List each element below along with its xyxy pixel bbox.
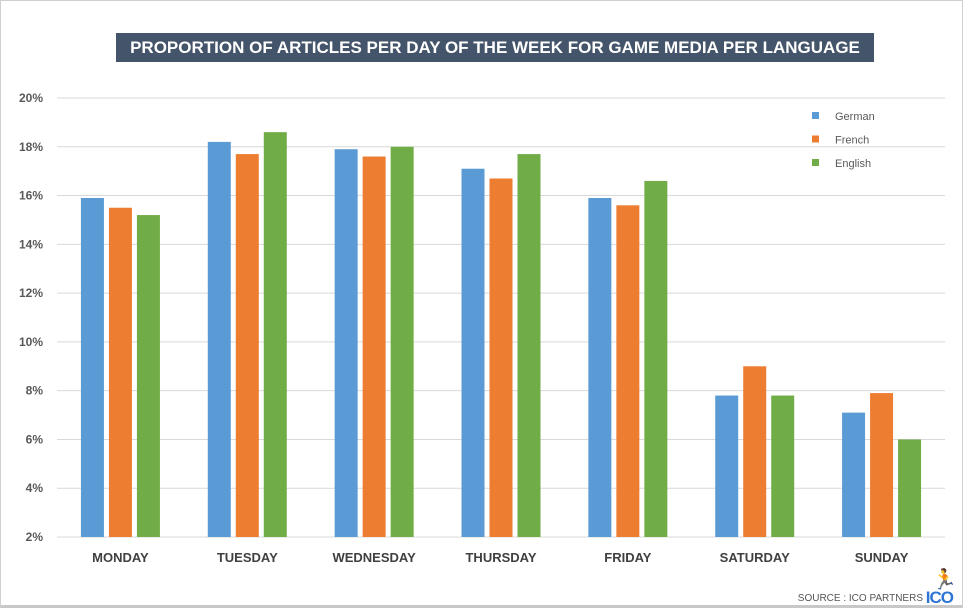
bar-french-wednesday bbox=[362, 156, 386, 538]
bar-english-monday bbox=[136, 215, 160, 538]
bar-french-friday bbox=[616, 205, 640, 538]
bar-french-saturday bbox=[743, 366, 767, 537]
y-tick-label: 16% bbox=[19, 189, 43, 203]
runner-icon: 🏃 bbox=[932, 569, 957, 591]
bar-german-friday bbox=[588, 197, 612, 537]
legend-swatch bbox=[812, 135, 819, 143]
bar-english-sunday bbox=[898, 439, 922, 537]
y-tick-label: 18% bbox=[19, 140, 43, 154]
bar-english-thursday bbox=[517, 154, 541, 537]
bar-german-sunday bbox=[842, 412, 866, 537]
y-tick-label: 14% bbox=[19, 237, 43, 251]
x-tick-label: TUESDAY bbox=[217, 550, 278, 565]
bar-french-sunday bbox=[870, 393, 894, 537]
x-tick-label: WEDNESDAY bbox=[332, 550, 416, 565]
y-tick-label: 20% bbox=[19, 91, 43, 105]
y-tick-label: 8% bbox=[26, 384, 44, 398]
bar-german-monday bbox=[80, 197, 104, 537]
bar-english-tuesday bbox=[263, 132, 287, 537]
bar-german-saturday bbox=[715, 395, 739, 537]
x-tick-label: MONDAY bbox=[92, 550, 149, 565]
y-tick-label: 10% bbox=[19, 335, 43, 349]
legend-label: French bbox=[835, 135, 869, 147]
x-tick-label: SATURDAY bbox=[720, 550, 790, 565]
bar-english-saturday bbox=[771, 395, 795, 537]
source-label: SOURCE : ICO PARTNERS bbox=[797, 593, 923, 604]
bar-german-tuesday bbox=[207, 141, 231, 537]
bar-english-friday bbox=[644, 180, 668, 537]
x-tick-label: SUNDAY bbox=[855, 550, 909, 565]
legend-label: English bbox=[835, 158, 871, 170]
bar-german-wednesday bbox=[334, 149, 358, 537]
bar-french-thursday bbox=[489, 178, 513, 537]
ico-logo: ICO bbox=[925, 588, 954, 607]
legend-swatch bbox=[812, 112, 819, 119]
bar-german-thursday bbox=[461, 168, 485, 537]
bar-english-wednesday bbox=[390, 146, 414, 537]
y-tick-label: 6% bbox=[26, 432, 44, 446]
legend-label: German bbox=[835, 111, 875, 123]
y-tick-label: 2% bbox=[26, 530, 44, 544]
legend-swatch bbox=[812, 159, 819, 166]
chart-title: PROPORTION OF ARTICLES PER DAY OF THE WE… bbox=[116, 33, 874, 62]
y-tick-label: 12% bbox=[19, 286, 43, 300]
bar-french-tuesday bbox=[235, 154, 259, 537]
y-tick-label: 4% bbox=[26, 481, 44, 495]
x-tick-label: FRIDAY bbox=[604, 550, 652, 565]
x-tick-label: THURSDAY bbox=[465, 550, 536, 565]
bar-french-monday bbox=[108, 207, 132, 537]
